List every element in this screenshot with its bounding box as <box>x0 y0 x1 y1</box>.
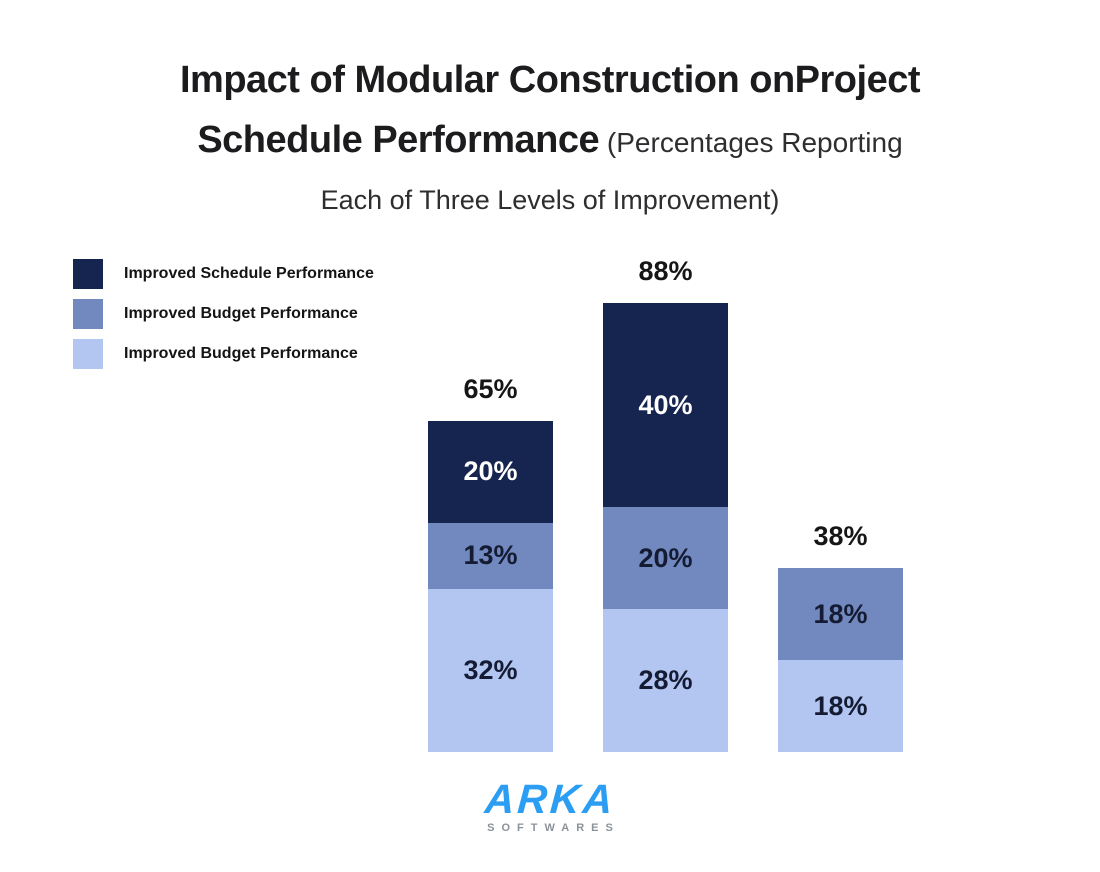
chart-title: Impact of Modular Construction onProject… <box>0 54 1100 231</box>
bar-2: 88% 40% 20% 28% <box>603 256 728 752</box>
bar-segment: 18% <box>778 568 903 661</box>
bar-segment-label: 28% <box>638 665 693 696</box>
bar-segment-label: 20% <box>638 542 693 573</box>
bar-segment: 40% <box>603 303 728 508</box>
title-line-1: Impact of Modular Construction onProject <box>0 54 1100 114</box>
title-line2-regular-text: (Percentages Reporting <box>599 127 903 158</box>
bar-segment: 18% <box>778 660 903 752</box>
bar-3: 38% 18% 18% <box>778 521 903 752</box>
bar-segment: 13% <box>428 522 553 589</box>
arka-logo-text: ARKA <box>483 776 617 822</box>
legend-label: Improved Budget Performance <box>124 305 358 322</box>
legend-item-schedule: Improved Schedule Performance <box>73 259 374 289</box>
legend-swatch <box>73 339 103 369</box>
legend-swatch <box>73 299 103 329</box>
bar-segment-label: 13% <box>463 540 518 571</box>
bar-1: 65% 20% 13% 32% <box>428 374 553 752</box>
bar-total-label: 88% <box>638 256 693 287</box>
legend: Improved Schedule Performance Improved B… <box>73 259 374 379</box>
legend-label: Improved Schedule Performance <box>124 265 374 282</box>
bar-segment: 32% <box>428 588 553 752</box>
bar-total-label: 65% <box>463 373 518 404</box>
title-line3-text: Each of Three Levels of Improvement) <box>320 185 780 215</box>
bar-total-label: 38% <box>813 521 868 552</box>
bar-segment: 20% <box>428 420 553 523</box>
title-line-2: Schedule Performance (Percentages Report… <box>0 114 1100 174</box>
title-line1-text: Impact of Modular Construction onProject <box>179 59 921 101</box>
bar-segment-label: 18% <box>813 690 868 721</box>
bar-segment: 28% <box>603 609 728 752</box>
arka-logo-subtext: SOFTWARES <box>487 822 620 834</box>
arka-logo: ARKA SOFTWARES <box>0 776 1100 834</box>
title-line2-bold-text: Schedule Performance <box>197 119 600 161</box>
title-line-3: Each of Three Levels of Improvement) <box>0 174 1100 231</box>
bar-segment-label: 20% <box>463 456 518 487</box>
bar-segment: 20% <box>603 507 728 610</box>
legend-item-budget-2: Improved Budget Performance <box>73 339 374 369</box>
legend-swatch <box>73 259 103 289</box>
legend-item-budget: Improved Budget Performance <box>73 299 374 329</box>
bar-segment-label: 18% <box>813 598 868 629</box>
bar-segment-label: 40% <box>638 389 693 420</box>
bar-segment-label: 32% <box>463 654 518 685</box>
legend-label: Improved Budget Performance <box>124 345 358 362</box>
